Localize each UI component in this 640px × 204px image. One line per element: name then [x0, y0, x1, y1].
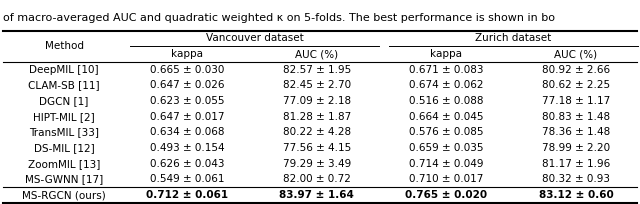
Text: 0.671 ± 0.083: 0.671 ± 0.083	[409, 65, 484, 75]
Text: 0.493 ± 0.154: 0.493 ± 0.154	[150, 143, 225, 153]
Text: 0.714 ± 0.049: 0.714 ± 0.049	[409, 159, 484, 169]
Text: DeepMIL [10]: DeepMIL [10]	[29, 65, 99, 75]
Text: 0.549 ± 0.061: 0.549 ± 0.061	[150, 174, 225, 184]
Text: 0.664 ± 0.045: 0.664 ± 0.045	[409, 112, 484, 122]
Text: 80.62 ± 2.25: 80.62 ± 2.25	[542, 80, 610, 90]
Text: 0.659 ± 0.035: 0.659 ± 0.035	[409, 143, 484, 153]
Text: MS-RGCN (ours): MS-RGCN (ours)	[22, 190, 106, 200]
Text: 83.97 ± 1.64: 83.97 ± 1.64	[280, 190, 354, 200]
Text: 0.626 ± 0.043: 0.626 ± 0.043	[150, 159, 225, 169]
Text: CLAM-SB [11]: CLAM-SB [11]	[28, 80, 100, 90]
Text: 0.576 ± 0.085: 0.576 ± 0.085	[409, 128, 484, 137]
Text: AUC (%): AUC (%)	[554, 49, 598, 59]
Text: 77.18 ± 1.17: 77.18 ± 1.17	[542, 96, 610, 106]
Text: Method: Method	[45, 41, 83, 51]
Text: 82.57 ± 1.95: 82.57 ± 1.95	[283, 65, 351, 75]
Text: 77.56 ± 4.15: 77.56 ± 4.15	[283, 143, 351, 153]
Text: kappa: kappa	[172, 49, 204, 59]
Text: 0.647 ± 0.017: 0.647 ± 0.017	[150, 112, 225, 122]
Text: Zurich dataset: Zurich dataset	[476, 33, 552, 43]
Text: of macro-averaged AUC and quadratic weighted κ on 5-folds. The best performance : of macro-averaged AUC and quadratic weig…	[3, 13, 556, 23]
Text: 78.99 ± 2.20: 78.99 ± 2.20	[542, 143, 610, 153]
Text: TransMIL [33]: TransMIL [33]	[29, 128, 99, 137]
Text: 82.00 ± 0.72: 82.00 ± 0.72	[283, 174, 351, 184]
Text: 80.92 ± 2.66: 80.92 ± 2.66	[542, 65, 610, 75]
Text: DGCN [1]: DGCN [1]	[39, 96, 89, 106]
Text: 77.09 ± 2.18: 77.09 ± 2.18	[283, 96, 351, 106]
Text: MS-GWNN [17]: MS-GWNN [17]	[25, 174, 103, 184]
Text: 0.647 ± 0.026: 0.647 ± 0.026	[150, 80, 225, 90]
Text: 81.28 ± 1.87: 81.28 ± 1.87	[283, 112, 351, 122]
Text: 80.83 ± 1.48: 80.83 ± 1.48	[542, 112, 610, 122]
Text: ZoomMIL [13]: ZoomMIL [13]	[28, 159, 100, 169]
Text: 79.29 ± 3.49: 79.29 ± 3.49	[283, 159, 351, 169]
Text: 0.712 ± 0.061: 0.712 ± 0.061	[146, 190, 228, 200]
Text: 0.665 ± 0.030: 0.665 ± 0.030	[150, 65, 225, 75]
Text: 83.12 ± 0.60: 83.12 ± 0.60	[539, 190, 613, 200]
Text: 0.674 ± 0.062: 0.674 ± 0.062	[409, 80, 484, 90]
Text: AUC (%): AUC (%)	[295, 49, 339, 59]
Text: 78.36 ± 1.48: 78.36 ± 1.48	[542, 128, 610, 137]
Text: 80.32 ± 0.93: 80.32 ± 0.93	[542, 174, 610, 184]
Text: 0.623 ± 0.055: 0.623 ± 0.055	[150, 96, 225, 106]
Text: 0.634 ± 0.068: 0.634 ± 0.068	[150, 128, 225, 137]
Text: DS-MIL [12]: DS-MIL [12]	[34, 143, 94, 153]
Text: HIPT-MIL [2]: HIPT-MIL [2]	[33, 112, 95, 122]
Text: 81.17 ± 1.96: 81.17 ± 1.96	[542, 159, 610, 169]
Text: kappa: kappa	[430, 49, 462, 59]
Text: 80.22 ± 4.28: 80.22 ± 4.28	[283, 128, 351, 137]
Text: 82.45 ± 2.70: 82.45 ± 2.70	[283, 80, 351, 90]
Text: 0.765 ± 0.020: 0.765 ± 0.020	[405, 190, 488, 200]
Text: 0.710 ± 0.017: 0.710 ± 0.017	[409, 174, 484, 184]
Text: 0.516 ± 0.088: 0.516 ± 0.088	[409, 96, 484, 106]
Text: Vancouver dataset: Vancouver dataset	[205, 33, 303, 43]
